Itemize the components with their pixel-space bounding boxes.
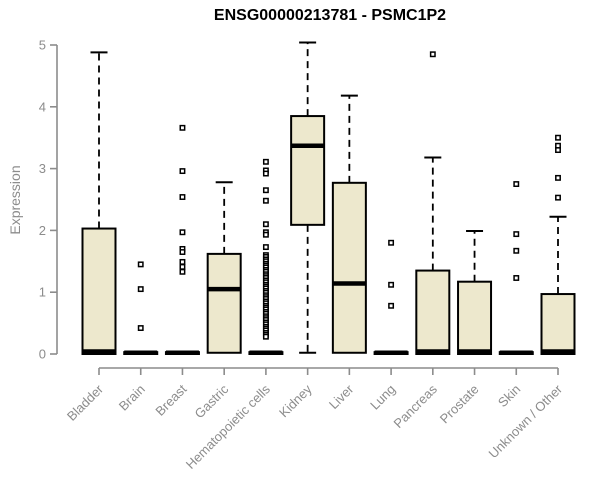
outlier-point <box>388 281 395 288</box>
outlier-point <box>179 268 186 275</box>
outlier-point <box>262 244 269 251</box>
outlier-point <box>262 158 269 165</box>
outlier-point <box>555 147 561 154</box>
outlier-point <box>137 286 144 293</box>
y-tick-label: 4 <box>39 99 46 114</box>
outlier-point <box>262 170 269 177</box>
outlier-point <box>262 231 269 238</box>
outlier-point <box>262 221 269 228</box>
box <box>206 252 242 354</box>
x-tick-label: Kidney <box>276 381 315 420</box>
box <box>540 293 576 355</box>
outlier-point <box>513 181 520 188</box>
x-tick-label: Lung <box>367 382 398 413</box>
outlier-point <box>179 168 186 175</box>
box <box>457 280 493 355</box>
outlier-point <box>513 247 520 254</box>
y-tick-label: 3 <box>39 161 46 176</box>
x-tick-label: Bladder <box>64 381 107 424</box>
outlier-point <box>179 249 186 255</box>
outlier-point <box>262 333 269 340</box>
box <box>415 269 451 356</box>
y-tick-label: 2 <box>39 223 46 238</box>
chart-title: ENSG00000213781 - PSMC1P2 <box>213 7 447 24</box>
outlier-point <box>179 263 186 270</box>
outlier-point <box>179 124 186 131</box>
y-tick-label: 5 <box>39 38 46 53</box>
outlier-point <box>388 302 395 309</box>
outlier-point <box>262 197 269 204</box>
box <box>290 115 326 226</box>
box <box>331 181 367 354</box>
x-tick-label: Unknown / Other <box>486 381 566 461</box>
outlier-point <box>179 194 186 200</box>
x-tick-label: Brain <box>116 382 148 414</box>
outlier-point <box>137 261 144 268</box>
y-tick-label: 0 <box>39 347 46 362</box>
outlier-point <box>513 275 520 281</box>
x-tick-label: Skin <box>495 382 523 410</box>
outlier-point <box>555 194 561 201</box>
box <box>81 227 117 356</box>
outlier-point <box>555 134 561 141</box>
outlier-point <box>388 239 395 246</box>
outlier-point <box>513 231 520 238</box>
x-tick-label: Liver <box>326 381 357 412</box>
outlier-point <box>137 325 144 331</box>
x-tick-label: Prostate <box>437 382 482 427</box>
x-tick-label: Breast <box>152 381 189 418</box>
outlier-point <box>262 187 269 194</box>
x-tick-label: Gastric <box>192 381 232 421</box>
outlier-point <box>555 174 561 181</box>
y-axis-label: Expression <box>7 165 23 235</box>
outlier-point <box>429 51 436 58</box>
outlier-point <box>179 258 186 265</box>
outlier-point <box>179 229 186 236</box>
x-tick-label: Pancreas <box>390 381 440 431</box>
y-tick-label: 1 <box>39 285 46 300</box>
